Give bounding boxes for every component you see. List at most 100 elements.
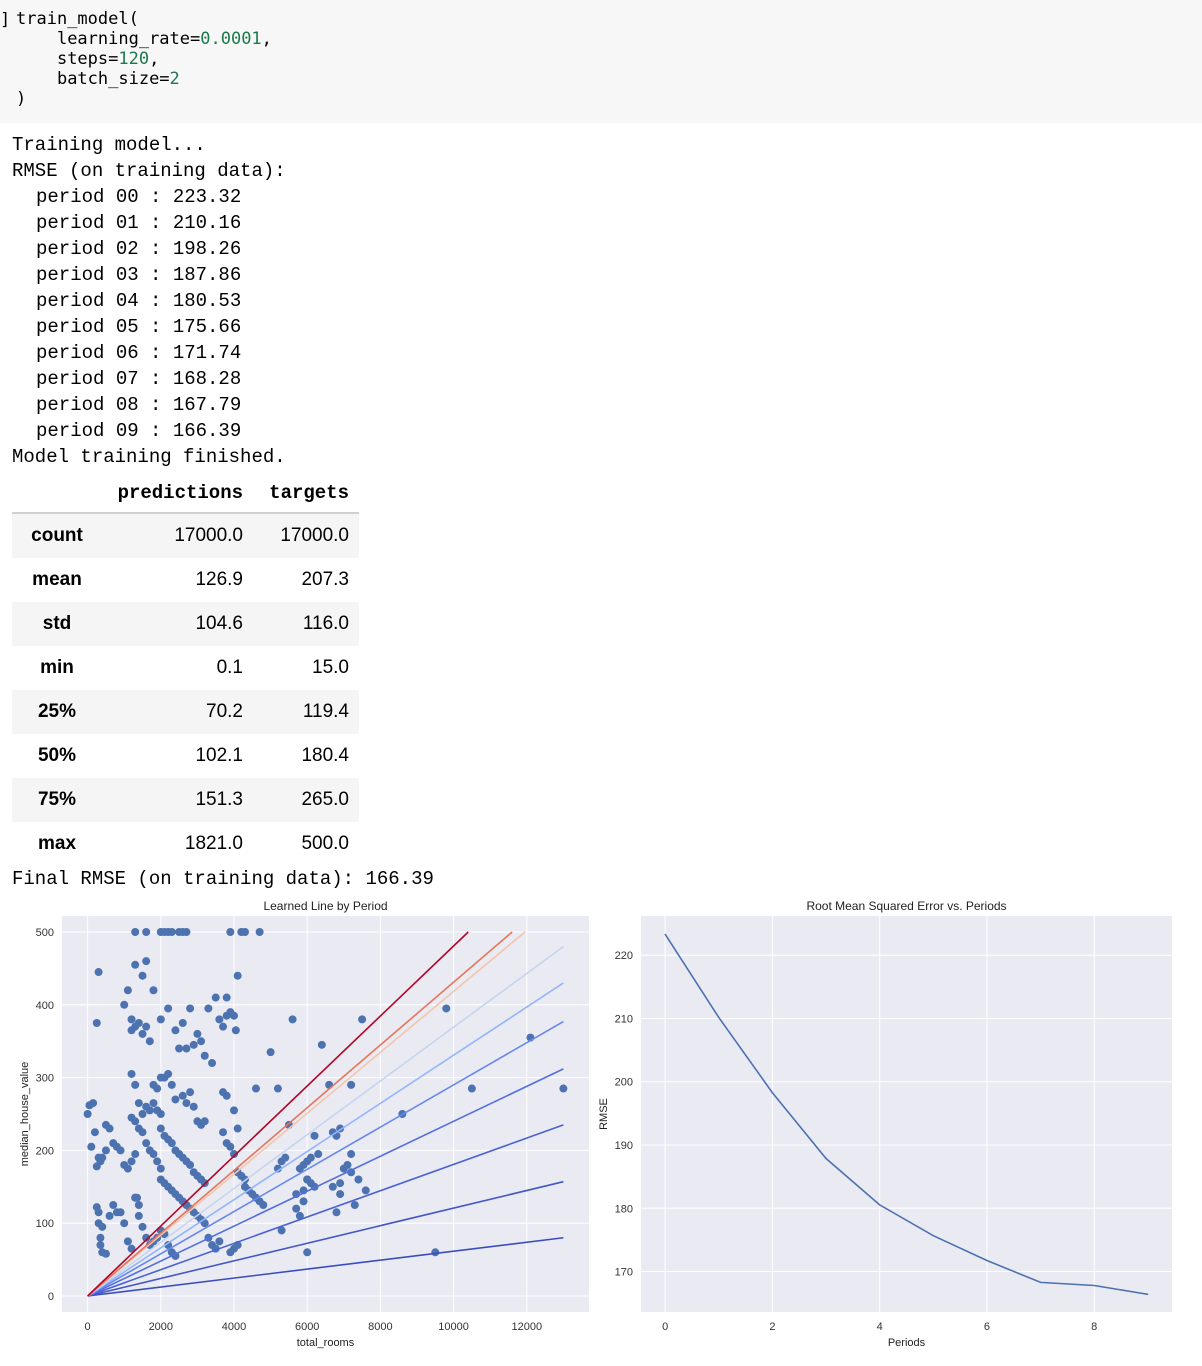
table-row: min 0.1 15.0 bbox=[12, 646, 359, 690]
rmse-y-tick-label: 200 bbox=[615, 1077, 633, 1089]
code-func: train_model( bbox=[16, 9, 139, 29]
scatter-point bbox=[109, 1200, 118, 1209]
column-header-targets: targets bbox=[253, 474, 359, 514]
period-line: period 01 : 210.16 bbox=[36, 212, 242, 234]
row-label: count bbox=[12, 513, 102, 558]
scatter-point bbox=[156, 1110, 165, 1118]
scatter-point bbox=[94, 1208, 103, 1217]
scatter-point bbox=[167, 1080, 176, 1089]
scatter-x-tick-label: 12000 bbox=[511, 1321, 542, 1333]
scatter-y-tick-label: 100 bbox=[36, 1218, 54, 1230]
scatter-point bbox=[133, 1193, 142, 1202]
rmse-point bbox=[771, 1092, 773, 1094]
scatter-point bbox=[233, 971, 242, 980]
code-arg-value: 120 bbox=[118, 49, 150, 69]
scatter-point bbox=[131, 1080, 140, 1089]
scatter-point bbox=[354, 1175, 363, 1184]
scatter-x-tick-label: 0 bbox=[85, 1321, 91, 1333]
scatter-point bbox=[219, 1022, 228, 1031]
scatter-point bbox=[240, 928, 249, 937]
describe-table: predictions targets count 17000.0 17000.… bbox=[12, 474, 359, 866]
rmse-plot-area bbox=[641, 916, 1172, 1312]
training-status: Training model... bbox=[12, 134, 206, 156]
scatter-x-tick-label: 4000 bbox=[222, 1321, 246, 1333]
scatter-point bbox=[292, 1204, 301, 1213]
table-row: std 104.6 116.0 bbox=[12, 602, 359, 646]
scatter-point bbox=[186, 1160, 195, 1169]
scatter-point bbox=[288, 1015, 297, 1024]
training-finished: Model training finished. bbox=[12, 446, 286, 468]
scatter-point bbox=[127, 1244, 136, 1253]
scatter-point bbox=[219, 1128, 228, 1137]
scatter-point bbox=[142, 1233, 151, 1242]
scatter-point bbox=[197, 1037, 206, 1046]
scatter-point bbox=[92, 1019, 101, 1028]
scatter-point bbox=[231, 1026, 240, 1035]
scatter-point bbox=[138, 971, 147, 980]
code-cell[interactable]: ] train_model( learning_rate=0.0001, ste… bbox=[0, 0, 1202, 123]
row-label: std bbox=[12, 602, 102, 646]
scatter-point bbox=[230, 1106, 239, 1115]
scatter-point bbox=[123, 1237, 132, 1246]
cell-targets: 17000.0 bbox=[253, 513, 359, 558]
code-comma: , bbox=[261, 29, 272, 49]
scatter-point bbox=[251, 1084, 260, 1093]
scatter-point bbox=[98, 1153, 107, 1162]
scatter-x-axis-label: total_rooms bbox=[297, 1337, 355, 1349]
scatter-point bbox=[87, 1142, 96, 1151]
scatter-y-tick-label: 500 bbox=[36, 927, 54, 939]
code-close-paren: ) bbox=[16, 89, 27, 109]
scatter-point bbox=[233, 1124, 242, 1133]
scatter-point bbox=[186, 1004, 195, 1013]
scatter-point bbox=[116, 1208, 125, 1217]
scatter-point bbox=[303, 1175, 312, 1184]
rmse-point bbox=[879, 1204, 881, 1206]
scatter-point bbox=[347, 1080, 356, 1089]
scatter-point bbox=[134, 1211, 143, 1220]
rmse-line bbox=[664, 933, 1148, 1296]
scatter-y-tick-label: 400 bbox=[36, 1000, 54, 1012]
learned-line bbox=[87, 945, 564, 1297]
scatter-point bbox=[153, 1157, 162, 1166]
learned-line bbox=[87, 1124, 564, 1297]
column-header-predictions: predictions bbox=[102, 474, 253, 514]
scatter-point bbox=[138, 1128, 147, 1137]
scatter-point bbox=[94, 968, 103, 977]
rmse-x-axis-label: Periods bbox=[888, 1337, 926, 1349]
row-label: max bbox=[37, 833, 77, 854]
scatter-point bbox=[116, 1146, 125, 1155]
scatter-point bbox=[123, 986, 132, 995]
code-editor[interactable]: train_model( learning_rate=0.0001, steps… bbox=[16, 9, 272, 109]
scatter-point bbox=[134, 1019, 143, 1028]
scatter-point bbox=[361, 1186, 370, 1195]
scatter-point bbox=[189, 1102, 198, 1111]
scatter-point bbox=[277, 1226, 286, 1235]
scatter-point bbox=[314, 1150, 323, 1159]
rmse-header: RMSE (on training data): bbox=[12, 160, 286, 182]
rmse-y-tick-label: 180 bbox=[615, 1203, 633, 1215]
scatter-point bbox=[90, 1128, 99, 1137]
cell-predictions: 126.9 bbox=[195, 569, 243, 590]
scatter-point bbox=[230, 1011, 239, 1020]
scatter-point bbox=[127, 1069, 136, 1078]
rmse-point bbox=[1093, 1284, 1095, 1286]
scatter-point bbox=[328, 1182, 337, 1191]
index-header bbox=[12, 474, 102, 514]
scatter-point bbox=[273, 1084, 282, 1093]
rmse-chart-title: Root Mean Squared Error vs. Periods bbox=[806, 899, 1006, 913]
scatter-point bbox=[96, 1233, 105, 1242]
scatter-point bbox=[178, 1091, 187, 1100]
table-row: count 17000.0 17000.0 bbox=[12, 513, 359, 558]
rmse-x-tick-label: 4 bbox=[877, 1321, 883, 1333]
scatter-point bbox=[120, 1219, 129, 1228]
scatter-x-tick-label: 6000 bbox=[295, 1321, 319, 1333]
scatter-point bbox=[142, 957, 151, 966]
scatter-point bbox=[138, 1110, 147, 1118]
scatter-point bbox=[105, 1211, 114, 1220]
scatter-y-tick-label: 300 bbox=[36, 1073, 54, 1085]
rmse-point bbox=[986, 1260, 988, 1262]
table-row: max 1821.0 500.0 bbox=[12, 822, 359, 866]
scatter-chart-title: Learned Line by Period bbox=[263, 899, 387, 913]
cell-predictions: 70.2 bbox=[102, 690, 253, 734]
scatter-point bbox=[83, 1110, 92, 1118]
